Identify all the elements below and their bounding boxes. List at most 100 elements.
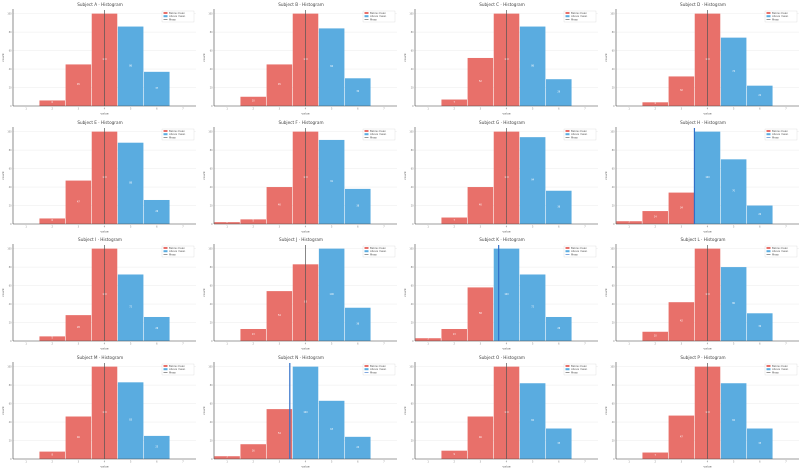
histogram-bar [546, 79, 572, 106]
y-tick-label: 80 [411, 266, 414, 269]
histogram-panel: 020406080100135483100361234567Subject J … [201, 235, 401, 352]
y-tick-label: 80 [210, 31, 213, 34]
y-tick-label: 80 [9, 31, 12, 34]
legend-label: Mean [169, 17, 176, 21]
y-tick-label: 100 [610, 130, 615, 133]
chart-title: Subject H · Histogram [680, 120, 726, 125]
histogram-panel: 02040608010075210086291234567Subject C ·… [402, 0, 602, 117]
y-tick-label: 40 [411, 68, 414, 71]
chart-title: Subject G · Histogram [479, 120, 525, 125]
y-tick-label: 60 [210, 284, 213, 287]
legend-label: Above mean [370, 14, 387, 18]
bar-data-label: 8 [52, 453, 54, 456]
histogram-bar [720, 382, 747, 459]
bar-data-label: 82 [732, 419, 735, 422]
y-tick-label: 100 [610, 365, 615, 368]
bar-data-label: 3 [226, 455, 228, 458]
y-tick-label: 80 [210, 383, 213, 386]
y-tick-label: 20 [9, 86, 12, 89]
chart-title: Subject O · Histogram [479, 355, 525, 360]
histogram-bar [39, 100, 65, 106]
legend-label: Below mean [571, 11, 587, 15]
y-tick-label: 100 [409, 12, 414, 15]
chart-title: Subject J · Histogram [279, 237, 323, 242]
y-tick-label: 20 [9, 204, 12, 207]
legend-box [161, 245, 195, 258]
x-tick-label: 6 [759, 225, 761, 228]
bar-data-label: 30 [758, 325, 761, 328]
legend-box [362, 128, 396, 140]
y-axis-label: count [202, 287, 206, 296]
x-tick-label: 5 [733, 460, 735, 463]
x-tick-label: 5 [331, 343, 333, 346]
bar-data-label: 7 [454, 101, 456, 104]
x-tick-label: 5 [532, 225, 534, 228]
y-tick-label: 20 [210, 439, 213, 442]
legend-swatch [766, 367, 771, 370]
x-tick-label: 6 [558, 108, 560, 111]
bar-data-label: 100 [303, 410, 308, 413]
legend-label: Below mean [772, 246, 788, 250]
x-tick-label: 7 [584, 343, 586, 346]
bar-data-label: 9 [454, 452, 456, 455]
histogram-svg: 02040608010074010094361234567Subject G ·… [403, 120, 598, 233]
histogram-bar [39, 336, 65, 341]
x-tick-label: 1 [25, 460, 27, 463]
legend-swatch [364, 15, 369, 18]
bar-data-label: 16 [252, 449, 255, 452]
x-tick-label: 1 [25, 108, 27, 111]
bar-data-label: 84 [330, 65, 333, 68]
x-tick-label: 5 [733, 108, 735, 111]
legend-label: Mean [571, 252, 578, 256]
y-tick-label: 0 [211, 457, 213, 460]
legend-swatch [364, 247, 369, 249]
y-tick-label: 80 [9, 148, 12, 151]
histogram-svg: 020406080100104210080301234567Subject L … [604, 237, 799, 351]
x-tick-label: 3 [480, 343, 482, 346]
y-tick-label: 20 [210, 86, 213, 89]
y-tick-label: 80 [612, 383, 615, 386]
x-axis-label: value [301, 229, 309, 233]
legend-box [362, 10, 396, 23]
y-tick-label: 60 [210, 167, 213, 170]
histogram-bar [65, 315, 92, 341]
legend-swatch [766, 247, 771, 249]
legend-label: Below mean [571, 246, 587, 250]
y-tick-label: 100 [409, 130, 414, 133]
histogram-bar [318, 28, 345, 106]
x-tick-label: 3 [78, 108, 80, 111]
y-axis-label: count [604, 405, 608, 414]
legend-label: Mean [571, 135, 578, 139]
legend-label: Below mean [772, 363, 788, 367]
legend-box [563, 245, 597, 258]
x-tick-label: 1 [226, 108, 228, 111]
y-tick-label: 80 [9, 266, 12, 269]
y-tick-label: 40 [210, 420, 213, 423]
x-tick-label: 2 [655, 108, 657, 111]
histogram-panel: 02040608010084610083251234567Subject M ·… [0, 352, 200, 470]
y-tick-label: 20 [210, 204, 213, 207]
legend-label: Mean [370, 252, 377, 256]
y-tick-label: 40 [612, 185, 615, 188]
legend-swatch [766, 132, 771, 135]
bar-data-label: 14 [654, 215, 657, 218]
x-axis-label: value [301, 464, 309, 468]
legend-box [161, 363, 195, 375]
histogram-svg: 02040608010064510086371234567Subject A ·… [1, 2, 196, 116]
chart-title: Subject B · Histogram [278, 2, 324, 7]
bar-data-label: 45 [278, 83, 281, 86]
legend-swatch [565, 247, 570, 249]
legend-swatch [163, 364, 168, 367]
x-tick-label: 5 [331, 460, 333, 463]
bar-data-label: 26 [155, 327, 158, 330]
histogram-panel: 02040608010052810072261234567Subject I ·… [0, 235, 200, 352]
histogram-bar [467, 416, 494, 459]
legend-label: Mean [571, 370, 578, 374]
legend-label: Below mean [169, 128, 185, 132]
y-tick-label: 60 [411, 167, 414, 170]
histogram-bar [642, 452, 668, 459]
legend-label: Above mean [169, 367, 186, 371]
y-tick-label: 60 [9, 49, 12, 52]
y-tick-label: 100 [208, 130, 213, 133]
